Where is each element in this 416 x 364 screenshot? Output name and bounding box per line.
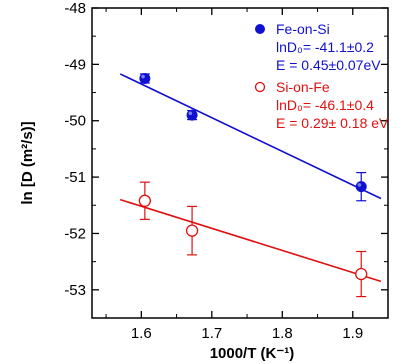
y-tick-label: -51 — [64, 169, 86, 186]
y-axis-title: ln [D (m²/s)] — [19, 121, 36, 204]
x-axis-title: 1000/T (K⁻¹) — [210, 345, 295, 362]
fit-line-si-on-fe — [119, 198, 382, 283]
y-tick-label: -52 — [64, 225, 86, 242]
annotation-fe-lnd0: lnD₀= -41.1±0.2 — [276, 39, 374, 55]
ticks: 1.6 1.7 1.8 1.9 -48 -49 -50 -51 -52 -53 — [64, 0, 388, 342]
legend-marker-fe-on-si — [255, 24, 265, 34]
plot-frame — [91, 7, 389, 319]
y-tick-label: -53 — [64, 282, 86, 299]
legend: Fe-on-Si lnD₀= -41.1±0.2 E = 0.45±0.07eV… — [254, 21, 389, 131]
x-tick-label: 1.6 — [131, 325, 152, 342]
data-point-si-on-fe — [138, 194, 152, 207]
data-markers — [138, 72, 368, 298]
legend-label-si-on-fe: Si-on-Fe — [276, 79, 330, 95]
data-point-highlight-fe-on-si — [357, 183, 362, 187]
data-point-highlight-fe-on-si — [141, 74, 145, 79]
fit-line-fe-on-si — [119, 73, 382, 200]
fit-lines — [119, 73, 382, 283]
x-tick-label: 1.7 — [201, 325, 222, 342]
y-tick-label: -50 — [64, 113, 86, 130]
data-point-fe-on-si — [186, 109, 198, 121]
data-point-highlight-fe-on-si — [188, 111, 193, 116]
annotation-si-energy: E = 0.29± 0.18 eV — [276, 115, 389, 131]
data-point-si-on-fe — [355, 267, 368, 281]
legend-label-fe-on-si: Fe-on-Si — [276, 21, 330, 37]
data-point-si-on-fe — [185, 224, 199, 237]
data-point-fe-on-si — [139, 72, 151, 84]
annotation-si-lnd0: lnD₀= -46.1±0.4 — [276, 97, 374, 113]
annotation-fe-energy: E = 0.45±0.07eV — [276, 57, 381, 73]
data-point-fe-on-si — [355, 181, 367, 193]
legend-marker-si-on-fe — [254, 81, 266, 93]
x-tick-label: 1.9 — [342, 325, 363, 342]
x-tick-label: 1.8 — [272, 325, 293, 342]
y-tick-label: -48 — [64, 0, 86, 17]
y-tick-label: -49 — [64, 56, 86, 73]
